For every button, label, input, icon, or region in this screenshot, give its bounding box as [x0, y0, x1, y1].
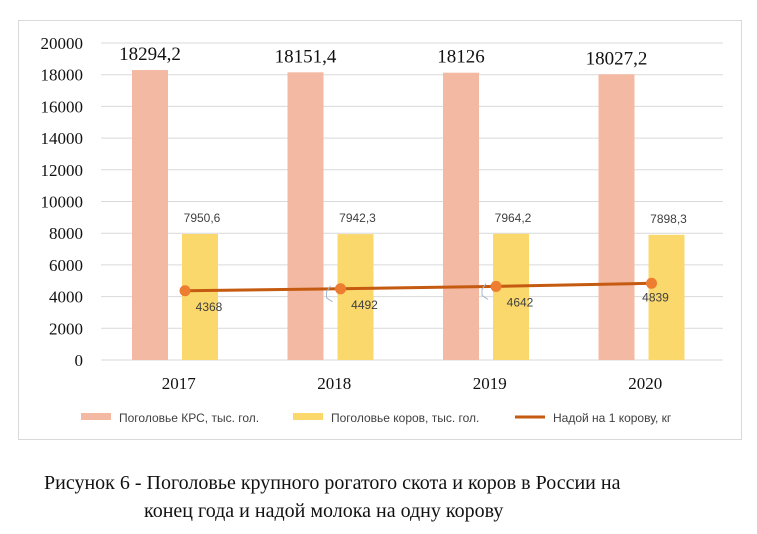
line-marker — [335, 283, 346, 295]
y-tick-label: 14000 — [41, 129, 84, 148]
legend-label: Поголовье коров, тыс. гол. — [331, 411, 479, 425]
line-marker — [490, 280, 502, 292]
data-label-cattle: 18294,2 — [119, 44, 181, 65]
data-label-milk-yield: 4368 — [196, 300, 223, 314]
x-tick-label: 2017 — [162, 374, 197, 393]
bar-cows — [648, 234, 685, 360]
data-label-cattle: 18151,4 — [275, 46, 337, 67]
caption-line-1: Рисунок 6 - Поголовье крупного рогатого … — [44, 472, 621, 494]
y-tick-label: 6000 — [49, 256, 83, 275]
data-label-cattle: 18027,2 — [586, 48, 648, 69]
label-leader-line — [326, 285, 333, 303]
bar-cattle — [443, 72, 479, 361]
data-label-cows: 7950,6 — [184, 211, 221, 225]
legend-swatch — [81, 413, 111, 420]
y-tick-label: 8000 — [49, 224, 83, 243]
line-marker — [179, 285, 191, 297]
bar-cows — [493, 233, 529, 360]
y-tick-label: 0 — [75, 351, 84, 370]
data-label-milk-yield: 4839 — [642, 290, 669, 304]
legend-label: Надой на 1 корову, кг — [553, 411, 672, 425]
y-tick-label: 2000 — [49, 319, 83, 338]
caption-line-2: конец года и надой молока на одну корову — [144, 500, 504, 522]
data-label-milk-yield: 4642 — [507, 295, 534, 309]
y-tick-label: 18000 — [41, 66, 84, 85]
y-tick-label: 12000 — [41, 161, 84, 180]
x-tick-label: 2020 — [628, 374, 662, 393]
y-tick-label: 10000 — [41, 193, 84, 212]
bar-cattle — [132, 70, 168, 360]
data-label-cows: 7964,2 — [495, 211, 532, 225]
legend-swatch — [293, 413, 323, 420]
bar-cattle — [287, 72, 324, 361]
label-leader-line — [481, 283, 489, 300]
legend-label: Поголовье КРС, тыс. гол. — [119, 411, 259, 425]
x-tick-label: 2018 — [317, 374, 351, 393]
line-milk-yield — [184, 281, 652, 293]
y-tick-label: 20000 — [41, 34, 84, 53]
chart-frame: 0 2000 4000 6000 8000 10000 12000 14000 16000 180… — [18, 20, 742, 440]
bar-cows — [182, 233, 218, 360]
x-tick-label: 2019 — [473, 374, 507, 393]
bar-cattle — [598, 74, 635, 361]
line-marker — [646, 277, 657, 289]
data-label-cattle: 18126 — [437, 47, 485, 68]
bar-cows — [337, 234, 374, 360]
y-tick-label: 4000 — [49, 288, 83, 307]
data-label-cows: 7942,3 — [339, 211, 376, 225]
y-tick-label: 16000 — [41, 97, 84, 116]
data-label-milk-yield: 4492 — [351, 298, 378, 312]
chart-svg: 0 2000 4000 6000 8000 10000 12000 14000 16000 180… — [41, 34, 723, 425]
data-label-cows: 7898,3 — [650, 212, 687, 226]
